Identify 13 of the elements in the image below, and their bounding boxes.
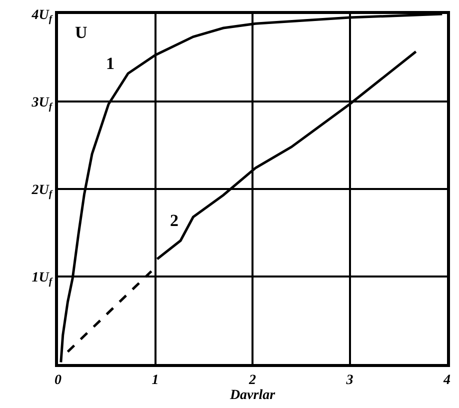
x-tick-label: 1 bbox=[152, 372, 159, 388]
series-label: 2 bbox=[170, 211, 178, 230]
x-tick-label: 4 bbox=[442, 372, 450, 388]
x-tick-label: 3 bbox=[345, 372, 354, 388]
x-tick-label: 0 bbox=[54, 372, 62, 388]
y-tick-label: 1U$_{f}$ bbox=[32, 270, 54, 288]
x-axis-title: Davrlar bbox=[228, 388, 276, 403]
y-tick-label: 4U$_{f}$ bbox=[30, 8, 54, 25]
x-tick-label: 2 bbox=[248, 372, 256, 388]
series-label: 1 bbox=[106, 54, 114, 73]
y-axis-title: U bbox=[75, 23, 88, 42]
y-tick-label: 2U$_{f}$ bbox=[30, 182, 54, 200]
y-tick-label: 3U$_{f}$ bbox=[30, 95, 54, 112]
